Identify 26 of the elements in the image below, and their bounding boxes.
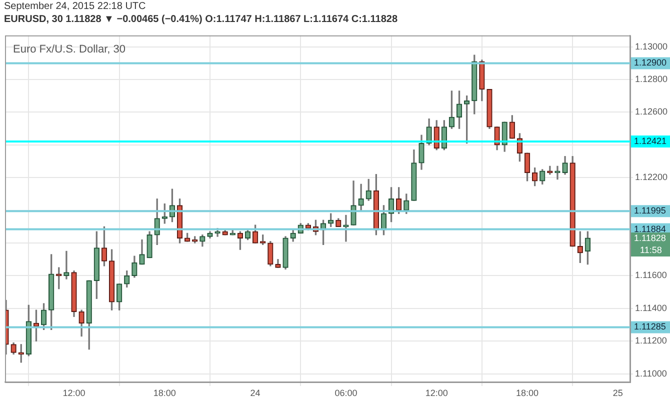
x-tick-label: 06:00 xyxy=(334,388,358,398)
y-tick-label: 1.11000 xyxy=(635,368,667,378)
ref-line-label: 1.12421 xyxy=(634,136,667,146)
ref-line-label: 1.11285 xyxy=(634,322,666,332)
text: Euro Fx/U.S. Dollar, 30 xyxy=(13,43,126,56)
y-tick-label: 1.12800 xyxy=(635,74,668,84)
x-tick-label: 12:00 xyxy=(62,388,86,398)
x-tick-label: 24 xyxy=(250,388,260,398)
y-tick-label: 1.12200 xyxy=(635,172,668,182)
y-tick-label: 1.12600 xyxy=(635,106,668,117)
ref-line-label: 1.11884 xyxy=(634,224,666,234)
x-tick-label: 12:00 xyxy=(425,388,448,398)
candlestick xyxy=(64,250,70,280)
ref-line-label: 1.11995 xyxy=(634,206,666,216)
text: 11:58 xyxy=(640,244,662,255)
ref-line-label: 1.12900 xyxy=(634,58,667,68)
annotation: 1.11828 xyxy=(634,232,666,243)
text: September 24, 2015 22:18 UTC xyxy=(4,0,147,13)
y-tick-label: 1.11400 xyxy=(635,302,667,313)
x-tick-label: 25 xyxy=(612,388,623,398)
x-tick-label: 18:00 xyxy=(516,388,539,398)
y-tick-label: 1.11600 xyxy=(635,270,667,280)
x-tick-label: 18:00 xyxy=(153,388,176,398)
y-tick-label: 1.11200 xyxy=(635,336,667,346)
y-tick-label: 1.13000 xyxy=(635,41,668,52)
text: EURUSD, 30 1.11828 ▼ −0.00465 (−0.41%) O:1.11747 H:1.11867 L:1.11674 C:1.11828 xyxy=(4,13,399,26)
